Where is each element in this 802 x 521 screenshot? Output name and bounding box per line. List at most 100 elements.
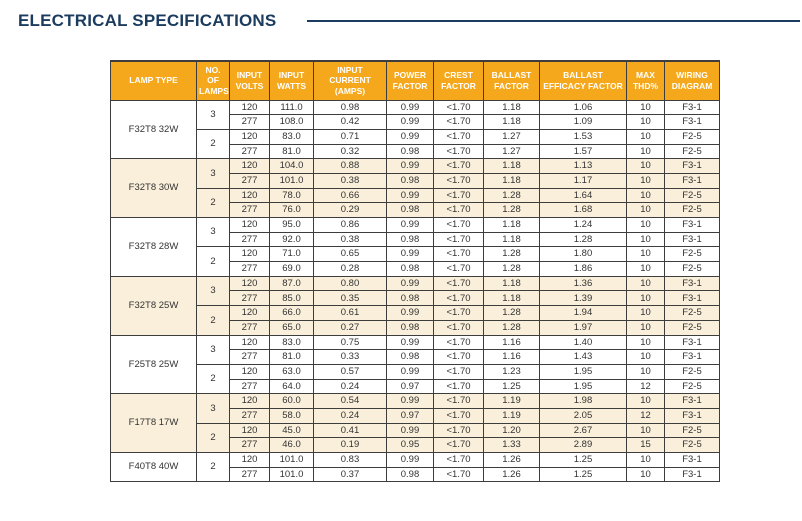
spec-value-cell: 277 [229,202,270,218]
spec-value-cell: 120 [229,128,270,145]
spec-value-cell: 10 [626,363,665,380]
spec-value-cell: 1.19 [483,407,540,424]
spec-value-cell: 63.0 [269,363,314,380]
spec-value-cell: 1.23 [483,363,540,380]
spec-value-cell: 111.0 [269,99,314,116]
spec-value-cell: 0.54 [313,393,387,409]
spec-value-cell: 0.88 [313,158,387,174]
spec-value-cell: 0.24 [313,378,387,395]
column-header: LAMP TYPE [110,60,197,101]
spec-value-cell: 1.86 [539,261,627,277]
spec-value-cell: 1.18 [483,99,540,116]
num-lamps-cell: 2 [196,422,230,454]
spec-value-cell: <1.70 [433,128,484,145]
spec-value-cell: 0.99 [386,275,434,292]
column-header: BALLAST EFFICACY FACTOR [539,60,627,101]
table-row: F32T8 30W 3 120 104.0 0.88 0.99 <1.70 1.18 1.13 1… [110,158,720,218]
spec-value-cell: 277 [229,261,270,277]
spec-value-cell: 1.28 [483,202,540,218]
spec-value-cell: 0.99 [386,422,434,439]
spec-value-cell: 0.99 [386,246,434,263]
table-row: 277 101.0 0.38 0.98 <1.70 1.18 1.17 10 F3-1 [111,172,720,189]
spec-value-cell: 1.36 [539,275,627,292]
spec-value-cell: 58.0 [269,407,314,424]
spec-value-cell: 0.95 [386,437,434,453]
spec-value-cell: F2-5 [664,202,720,218]
spec-value-cell: 1.25 [539,452,627,468]
table-row: 277 85.0 0.35 0.98 <1.70 1.18 1.39 10 F3-1 [111,290,720,307]
electrical-specifications-table: LAMP TYPE NO. OF LAMPS INPUT VOLTS INPUT WA… [110,60,720,483]
spec-value-cell: 0.99 [386,187,434,204]
spec-value-cell: 1.28 [483,261,540,277]
spec-value-cell: <1.70 [433,334,484,351]
table-row: 277 81.0 0.32 0.98 <1.70 1.27 1.57 10 F2-5 [111,143,720,160]
spec-value-cell: F2-5 [664,143,720,160]
spec-value-cell: 1.98 [539,393,627,409]
spec-value-cell: <1.70 [433,452,484,468]
spec-value-cell: F3-1 [664,407,720,424]
spec-value-cell: 10 [626,143,665,160]
spec-value-cell: 120 [229,305,270,321]
spec-value-cell: 1.17 [539,172,627,189]
column-header: BALLAST FACTOR [483,60,540,101]
spec-value-cell: 1.18 [483,275,540,292]
spec-value-cell: 0.98 [386,349,434,365]
spec-value-cell: 85.0 [269,290,314,307]
spec-value-cell: 1.95 [539,378,627,395]
spec-value-cell: 76.0 [269,202,314,218]
spec-value-cell: 1.28 [539,231,627,248]
spec-value-cell: 0.75 [313,334,387,351]
spec-value-cell: 0.99 [386,217,434,233]
spec-value-cell: 1.25 [483,378,540,395]
spec-value-cell: 81.0 [269,349,314,365]
spec-value-cell: 10 [626,246,665,263]
spec-value-cell: 0.98 [386,172,434,189]
spec-value-cell: 10 [626,452,665,468]
table-row: 2 120 66.0 0.61 0.99 <1.70 1.28 1.94 10 F2-5 [111,305,720,336]
table-row: 2 120 78.0 0.66 0.99 <1.70 1.28 1.64 10 F2-5 [111,187,720,219]
table-row: F32T8 25W 3 120 87.0 0.80 0.99 <1.70 1.18 1.36 10… [110,275,720,336]
spec-value-cell: 1.53 [539,128,627,145]
spec-value-cell: 108.0 [269,114,314,130]
spec-value-cell: F3-1 [664,172,720,189]
spec-value-cell: 277 [229,407,270,424]
spec-value-cell: 0.71 [313,128,387,145]
spec-value-cell: F3-1 [664,466,720,483]
table-row: F32T8 28W 3 120 95.0 0.86 0.99 <1.70 1.18 1.24 10… [110,216,720,277]
spec-value-cell: <1.70 [433,246,484,263]
spec-value-cell: 0.99 [386,334,434,351]
spec-value-cell: 81.0 [269,143,314,160]
spec-value-cell: 1.16 [483,349,540,365]
spec-value-cell: 120 [229,217,270,233]
spec-value-cell: 120 [229,422,270,439]
spec-value-cell: 1.95 [539,363,627,380]
spec-value-cell: F2-5 [664,319,720,336]
spec-value-cell: 10 [626,466,665,483]
spec-value-cell: 10 [626,114,665,130]
spec-value-cell: 10 [626,187,665,204]
spec-value-cell: 87.0 [269,275,314,292]
num-lamps-cell: 2 [196,128,230,160]
section-header: ELECTRICAL SPECIFICATIONS [18,11,800,31]
lamp-type-cell: F32T8 32W [110,99,197,160]
spec-value-cell: 0.65 [313,246,387,263]
spec-value-cell: <1.70 [433,422,484,439]
spec-value-cell: 12 [626,407,665,424]
spec-value-cell: F2-5 [664,187,720,204]
spec-value-cell: 277 [229,114,270,130]
spec-value-cell: <1.70 [433,261,484,277]
spec-value-cell: 10 [626,349,665,365]
spec-value-cell: 1.20 [483,422,540,439]
spec-value-cell: 10 [626,422,665,439]
spec-value-cell: 1.68 [539,202,627,218]
spec-value-cell: 10 [626,275,665,292]
spec-value-cell: 1.18 [483,217,540,233]
spec-value-cell: 1.28 [483,319,540,336]
spec-value-cell: 0.98 [386,231,434,248]
spec-value-cell: 0.86 [313,217,387,233]
spec-value-cell: 120 [229,393,270,409]
spec-value-cell: 101.0 [269,172,314,189]
spec-value-cell: F2-5 [664,378,720,395]
spec-table-header-row: LAMP TYPE NO. OF LAMPS INPUT VOLTS INPUT WA… [110,60,720,101]
column-header: INPUT CURRENT (AMPS) [313,60,387,101]
